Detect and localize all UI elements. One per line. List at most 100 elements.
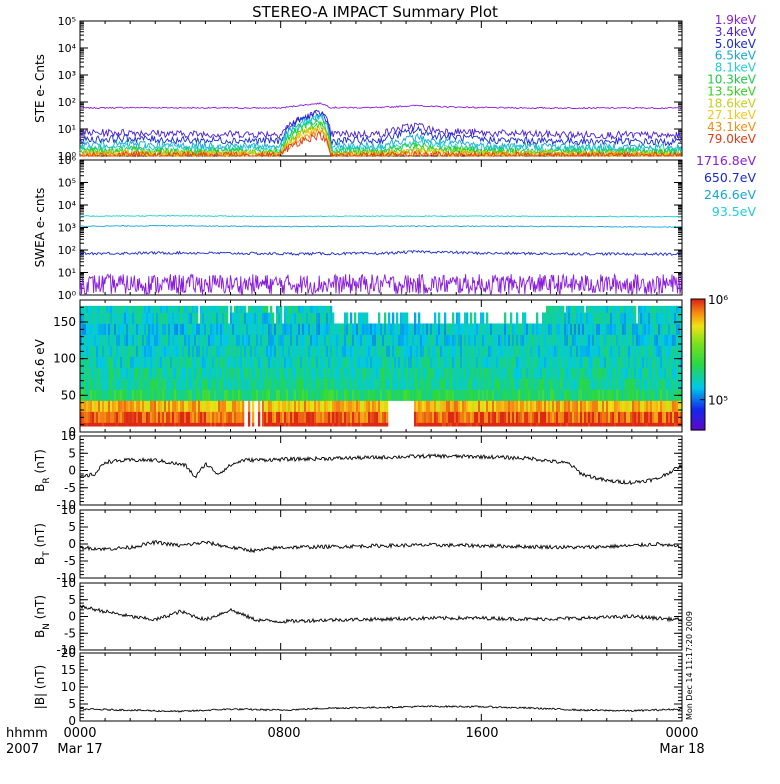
heatmap-cell: [558, 422, 561, 427]
heatmap-cell: [380, 323, 383, 335]
heatmap-cell: [168, 312, 171, 324]
heatmap-cell: [650, 422, 653, 427]
heatmap-cell: [524, 312, 527, 324]
heatmap-cell: [250, 323, 253, 335]
heatmap-cell: [608, 305, 611, 313]
heatmap-cell: [512, 334, 515, 346]
heatmap-cell: [268, 411, 271, 423]
heatmap-cell: [518, 334, 521, 346]
heatmap-cell: [84, 305, 87, 313]
heatmap-cell: [230, 422, 233, 427]
heatmap-cell: [142, 323, 145, 335]
heatmap-cell: [302, 389, 305, 401]
heatmap-cell: [242, 400, 245, 412]
heatmap-cell: [170, 378, 173, 390]
heatmap-cell: [394, 367, 397, 379]
heatmap-cell: [512, 378, 515, 390]
br-ylabel-b: B: [33, 484, 47, 492]
heatmap-cell: [492, 367, 495, 379]
heatmap-cell: [622, 312, 625, 324]
heatmap-cell: [212, 356, 215, 368]
colorbar-segment: [691, 388, 705, 392]
heatmap-cell: [602, 378, 605, 390]
heatmap-cell: [544, 389, 547, 401]
heatmap-cell: [350, 411, 353, 423]
heatmap-cell: [480, 378, 483, 390]
heatmap-cell: [648, 378, 651, 390]
heatmap-cell: [606, 334, 609, 346]
heatmap-cell: [166, 305, 169, 313]
heatmap-cell: [342, 367, 345, 379]
heatmap-cell: [154, 378, 157, 390]
heatmap-cell: [122, 323, 125, 335]
heatmap-cell: [374, 400, 377, 412]
heatmap-cell: [360, 345, 363, 357]
heatmap-cell: [474, 323, 477, 335]
heatmap-cell: [154, 334, 157, 346]
heatmap-cell: [496, 345, 499, 357]
heatmap-cell: [602, 305, 605, 313]
heatmap-cell: [632, 356, 635, 368]
heatmap-cell: [518, 400, 521, 412]
heatmap-cell: [208, 367, 211, 379]
heatmap-cell: [586, 378, 589, 390]
heatmap-cell: [200, 389, 203, 401]
heatmap-cell: [562, 312, 565, 324]
heatmap-cell: [296, 356, 299, 368]
heatmap-cell: [148, 411, 151, 423]
heatmap-cell: [628, 356, 631, 368]
heatmap-cell: [676, 345, 679, 357]
heatmap-cell: [418, 389, 421, 401]
heatmap-cell: [330, 356, 333, 368]
heatmap-cell: [118, 305, 121, 313]
heatmap-cell: [272, 323, 275, 335]
heatmap-cell: [372, 367, 375, 379]
heatmap-cell: [274, 400, 277, 412]
heatmap-cell: [268, 422, 271, 427]
heatmap-cell: [654, 422, 657, 427]
heatmap-cell: [644, 334, 647, 346]
heatmap-cell: [128, 422, 131, 427]
heatmap-cell: [608, 312, 611, 324]
heatmap-cell: [412, 334, 415, 346]
heatmap-cell: [640, 334, 643, 346]
heatmap-cell: [560, 389, 563, 401]
heatmap-cell: [382, 367, 385, 379]
heatmap-cell: [348, 345, 351, 357]
heatmap-cell: [472, 378, 475, 390]
heatmap-cell: [426, 334, 429, 346]
heatmap-cell: [498, 378, 501, 390]
colorbar-segment: [691, 320, 705, 324]
heatmap-cell: [306, 378, 309, 390]
swea-series-line: [79, 273, 683, 296]
heatmap-cell: [674, 378, 677, 390]
heatmap-cell: [186, 367, 189, 379]
heatmap-cell: [140, 422, 143, 427]
heatmap-cell: [560, 356, 563, 368]
heatmap-cell: [108, 345, 111, 357]
heatmap-cell: [530, 411, 533, 423]
heatmap-cell: [164, 305, 167, 313]
heatmap-cell: [186, 378, 189, 390]
heatmap-cell: [324, 389, 327, 401]
br-ytick-label: 5: [68, 446, 76, 460]
heatmap-cell: [184, 323, 187, 335]
heatmap-cell: [194, 422, 197, 427]
heatmap-cell: [596, 400, 599, 412]
heatmap-cell: [158, 378, 161, 390]
heatmap-cell: [574, 323, 577, 335]
heatmap-cell: [246, 389, 249, 401]
heatmap-cell: [558, 400, 561, 412]
heatmap-cell: [190, 323, 193, 335]
heatmap-cell: [194, 378, 197, 390]
heatmap-cell: [422, 345, 425, 357]
heatmap-cell: [314, 367, 317, 379]
heatmap-cell: [178, 323, 181, 335]
heatmap-cell: [566, 422, 569, 427]
heatmap-cell: [256, 367, 259, 379]
heatmap-cell: [322, 378, 325, 390]
heatmap-cell: [566, 305, 569, 313]
heatmap-cell: [236, 312, 239, 324]
heatmap-cell: [268, 334, 271, 346]
heatmap-cell: [176, 389, 179, 401]
